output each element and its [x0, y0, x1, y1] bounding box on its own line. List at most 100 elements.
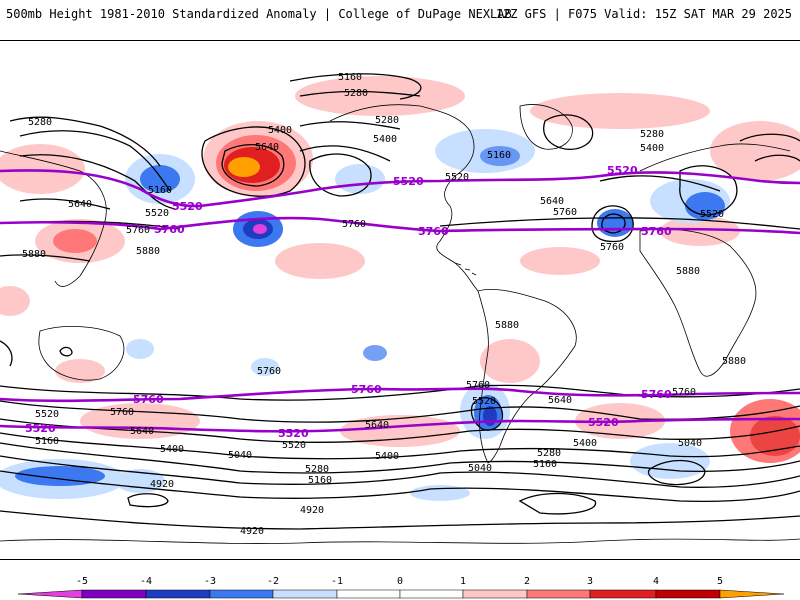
model-valid-time: 12Z GFS | F075 Valid: 15Z SAT MAR 29 202… [495, 7, 792, 21]
contour-greenland-low [543, 114, 594, 150]
label-5040-sio: 5040 [678, 438, 702, 449]
pos-anomaly-nam [295, 76, 465, 116]
label-5880-asia: 5880 [22, 249, 46, 260]
label-5400-mid-s: 5400 [375, 451, 399, 462]
label-5640-pac: 5640 [68, 199, 92, 210]
plabel-5760-satl: 5760 [351, 383, 382, 396]
label-5520-pac: 5520 [145, 208, 169, 219]
coast-south-america [477, 288, 577, 464]
contour-npac-low [201, 126, 306, 197]
label-5880-sam: 5880 [495, 320, 519, 331]
label-5040-mid-s: 5040 [228, 450, 252, 461]
coast-caribbean [454, 262, 477, 276]
plabel-5760-npac: 5760 [154, 223, 185, 236]
label-5280-mid-s: 5280 [305, 464, 329, 475]
coast-asia [0, 150, 107, 287]
contour-5400-s [0, 432, 800, 460]
contour-labels: 5160 5280 5280 5400 5640 5400 5280 5160 … [22, 72, 746, 537]
tick-pos1: 1 [459, 576, 467, 587]
plabel-5520-natl: 5520 [607, 164, 638, 177]
label-5400-atl: 5400 [640, 143, 664, 154]
contour-russia [739, 133, 800, 162]
contour-5160-s [0, 455, 800, 488]
plabel-5520-sio: 5520 [588, 416, 619, 429]
pos-anomaly-epac [275, 243, 365, 279]
label-5280-atl: 5280 [640, 129, 664, 140]
tick-pos5: 5 [716, 576, 724, 587]
label-5760-sio: 5760 [672, 387, 696, 398]
label-4920-bottom: 4920 [240, 526, 264, 537]
contour-so-low-1 [127, 493, 169, 508]
purple-5520-n [0, 169, 800, 208]
colorbar [17, 589, 785, 599]
label-5640-mid-s: 5640 [365, 420, 389, 431]
contour-5520-s [0, 418, 800, 443]
cbar-seg-pos2 [526, 589, 591, 599]
contour-sam-low [470, 397, 504, 431]
tick-pos2: 2 [523, 576, 531, 587]
cbar-seg-pos1 [462, 589, 528, 599]
label-5760-cpac: 5760 [342, 219, 366, 230]
label-5640-spac: 5640 [130, 426, 154, 437]
label-5520-spac: 5520 [35, 409, 59, 420]
label-4920-spac: 4920 [150, 479, 174, 490]
label-5400-nam: 5400 [373, 134, 397, 145]
purple-contour-labels: 5520 5760 5520 5760 5520 5760 5760 5760 … [25, 164, 672, 440]
neg-anomaly-nam [335, 164, 385, 194]
cbar-seg-neg2 [209, 589, 274, 599]
tick-neg3: -3 [203, 576, 217, 587]
plabel-5760-eatl: 5760 [641, 225, 672, 238]
contour-5880-n [0, 254, 91, 262]
contour-5160-n [289, 73, 422, 100]
label-5880-afr: 5880 [676, 266, 700, 277]
contour-npac-low-2 [221, 144, 285, 187]
pos-anomaly-west [0, 286, 30, 316]
contour-5280-n [9, 90, 421, 167]
pos-anomaly-afr [660, 216, 740, 246]
label-5280-left: 5280 [28, 117, 52, 128]
plabel-5520-spac: 5520 [25, 422, 56, 435]
neg-anomaly-canada-2 [480, 146, 520, 166]
contour-5400-n [19, 121, 401, 192]
map-panel: 5160 5280 5280 5400 5640 5400 5280 5160 … [0, 40, 800, 560]
label-5520-mid-s: 5520 [282, 440, 306, 451]
coast-africa [639, 228, 757, 377]
tick-zero: 0 [396, 576, 404, 587]
pos-anomaly-natl [530, 93, 710, 129]
height-contours [0, 73, 800, 530]
label-5160-mid-s: 5160 [308, 475, 332, 486]
plabel-5520-satl: 5520 [278, 427, 309, 440]
label-5400-spac: 5400 [160, 444, 184, 455]
coast-greenland [519, 104, 573, 150]
cbar-seg-zero-pos [399, 589, 464, 599]
colorbar-ticks: -5 -4 -3 -2 -1 0 1 2 3 4 5 [0, 576, 800, 590]
pos-anomaly-asia-3 [53, 229, 97, 253]
cbar-seg-pos4 [655, 589, 721, 599]
coast-antarctica [0, 538, 800, 544]
plabel-5760-sio: 5760 [641, 388, 672, 401]
label-5640-satl: 5640 [548, 395, 572, 406]
contour-nam-trough [309, 153, 372, 197]
label-5280-top: 5280 [344, 88, 368, 99]
contour-4920-s [0, 510, 800, 530]
tick-pos3: 3 [586, 576, 594, 587]
plabel-5760-nam: 5760 [418, 225, 449, 238]
label-5760-spac-2: 5760 [110, 407, 134, 418]
plabel-5520-nam: 5520 [393, 175, 424, 188]
neg-anomaly-npac-5 [253, 224, 267, 234]
neg-anomaly-so-3 [115, 469, 165, 493]
label-5520-sam: 5520 [472, 396, 496, 407]
label-5040-satl: 5040 [468, 463, 492, 474]
label-5760-atl-low: 5760 [600, 242, 624, 253]
cbar-seg-neg1 [272, 589, 338, 599]
coastlines [0, 104, 800, 544]
map-title: 500mb Height 1981-2010 Standardized Anom… [6, 7, 512, 21]
tick-neg1: -1 [330, 576, 344, 587]
label-5760-atl: 5760 [553, 207, 577, 218]
contour-5520-n [19, 145, 391, 210]
label-5640-mid: 5640 [255, 142, 279, 153]
anomaly-map: 5160 5280 5280 5400 5640 5400 5280 5160 … [0, 72, 800, 544]
contour-misc-1 [518, 492, 597, 515]
contour-atl-low [591, 205, 634, 243]
